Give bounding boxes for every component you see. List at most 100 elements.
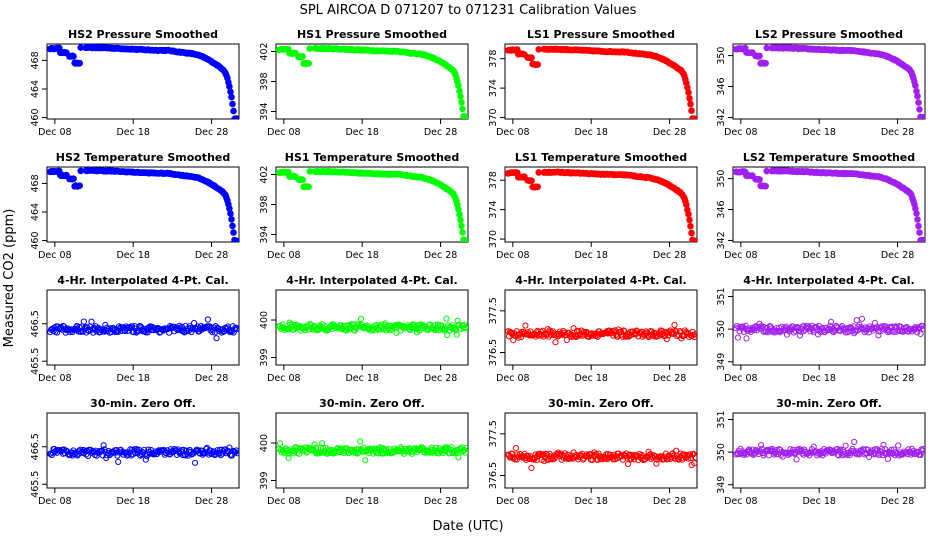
panel-5: HS2 Temperature Smoothed Dec 08 Dec 18 Dec … xyxy=(30,151,240,261)
panel-11: 4-Hr. Interpolated 4-Pt. Cal. Dec 08 Dec 1… xyxy=(488,274,698,384)
x-tick-label: Dec 28 xyxy=(424,373,458,384)
data-point xyxy=(311,441,318,448)
y-tick-label: 402 xyxy=(259,42,270,60)
panel-13: 30-min. Zero Off. Dec 08 Dec 18 Dec 28 465.5… xyxy=(30,397,240,507)
data-point xyxy=(919,236,925,242)
x-axis-label: Date (UTC) xyxy=(432,519,503,534)
x-tick-label: Dec 28 xyxy=(195,373,229,384)
data-point xyxy=(114,452,121,459)
panel-title: LS1 Temperature Smoothed xyxy=(515,151,687,164)
data-point xyxy=(226,444,233,451)
panel-6: HS1 Temperature Smoothed Dec 08 Dec 18 Dec … xyxy=(259,151,469,261)
data-point xyxy=(314,450,321,457)
panel-2: HS1 Pressure Smoothed Dec 08 Dec 18 Dec 28 3… xyxy=(259,28,469,138)
data-point xyxy=(305,60,313,67)
data-point xyxy=(917,330,924,337)
data-point xyxy=(233,326,239,333)
data-point xyxy=(299,176,306,183)
data-point xyxy=(355,321,362,328)
data-point xyxy=(169,448,176,455)
data-point xyxy=(406,325,413,332)
data-point xyxy=(563,336,570,344)
data-point xyxy=(458,99,465,106)
data-point xyxy=(463,325,468,332)
data-point xyxy=(227,88,234,96)
data-point xyxy=(204,316,211,323)
x-tick-label: Dec 18 xyxy=(345,373,379,384)
data-series xyxy=(276,44,468,119)
x-tick-label: Dec 08 xyxy=(267,373,301,384)
data-point xyxy=(827,322,834,330)
data-point xyxy=(455,82,462,89)
x-tick-label: Dec 08 xyxy=(267,250,301,261)
panel-4: LS2 Pressure Smoothed Dec 08 Dec 18 Dec 28 3… xyxy=(716,28,926,138)
data-point xyxy=(692,454,697,461)
data-point xyxy=(362,457,369,464)
y-tick-label: 400 xyxy=(259,311,270,329)
y-tick-label: 398 xyxy=(259,195,270,213)
y-tick-label: 342 xyxy=(716,108,727,126)
y-tick-label: 349 xyxy=(716,353,727,371)
x-tick-label: Dec 18 xyxy=(345,250,379,261)
data-point xyxy=(620,327,627,334)
data-point xyxy=(692,331,697,338)
panel-15: 30-min. Zero Off. Dec 08 Dec 18 Dec 28 376.5… xyxy=(488,397,698,507)
data-series xyxy=(276,315,468,339)
data-point xyxy=(913,210,920,217)
data-point xyxy=(840,326,848,333)
x-tick-label: Dec 28 xyxy=(881,496,915,507)
data-point xyxy=(691,115,697,119)
panel-7: LS1 Temperature Smoothed Dec 08 Dec 18 Dec … xyxy=(488,151,698,261)
y-tick-label: 349 xyxy=(716,476,727,494)
plot-frame xyxy=(504,289,698,366)
x-tick-label: Dec 08 xyxy=(496,373,530,384)
x-tick-label: Dec 28 xyxy=(881,373,915,384)
x-tick-label: Dec 08 xyxy=(38,127,72,138)
data-point xyxy=(88,318,95,325)
x-tick-label: Dec 18 xyxy=(116,496,150,507)
data-point xyxy=(234,450,239,457)
data-point xyxy=(610,332,617,339)
y-tick-label: 370 xyxy=(488,108,499,126)
data-point xyxy=(793,456,800,463)
y-tick-label: 350 xyxy=(716,47,727,65)
data-point xyxy=(524,452,532,459)
data-point xyxy=(459,105,466,113)
data-point xyxy=(375,450,382,457)
data-point xyxy=(796,332,804,339)
data-point xyxy=(649,328,656,335)
data-point xyxy=(753,447,760,454)
panel-8: LS2 Temperature Smoothed Dec 08 Dec 18 Dec … xyxy=(716,151,926,261)
data-point xyxy=(522,322,529,329)
plot-frame xyxy=(504,166,698,243)
data-point xyxy=(357,438,364,445)
data-series xyxy=(47,316,239,342)
data-point xyxy=(444,332,451,339)
data-point xyxy=(234,325,239,332)
data-point xyxy=(392,322,399,329)
data-point xyxy=(913,325,920,332)
data-point xyxy=(455,205,462,213)
x-tick-label: Dec 08 xyxy=(724,250,758,261)
x-tick-label: Dec 08 xyxy=(267,496,301,507)
data-point xyxy=(228,93,235,101)
y-tick-label: 394 xyxy=(259,225,270,243)
panel-10: 4-Hr. Interpolated 4-Pt. Cal. Dec 08 Dec 1… xyxy=(259,274,469,384)
x-tick-label: Dec 28 xyxy=(881,127,915,138)
data-point xyxy=(748,450,755,457)
data-series xyxy=(733,315,925,342)
data-point xyxy=(448,444,455,451)
data-point xyxy=(540,451,547,458)
data-point xyxy=(914,329,921,336)
data-point xyxy=(555,331,563,339)
y-tick-label: 468 xyxy=(30,174,41,192)
x-tick-label: Dec 08 xyxy=(724,373,758,384)
data-point xyxy=(920,325,925,332)
x-tick-label: Dec 08 xyxy=(267,127,301,138)
data-point xyxy=(517,330,524,337)
x-tick-label: Dec 18 xyxy=(802,127,836,138)
data-point xyxy=(686,95,693,102)
data-series xyxy=(47,167,239,242)
